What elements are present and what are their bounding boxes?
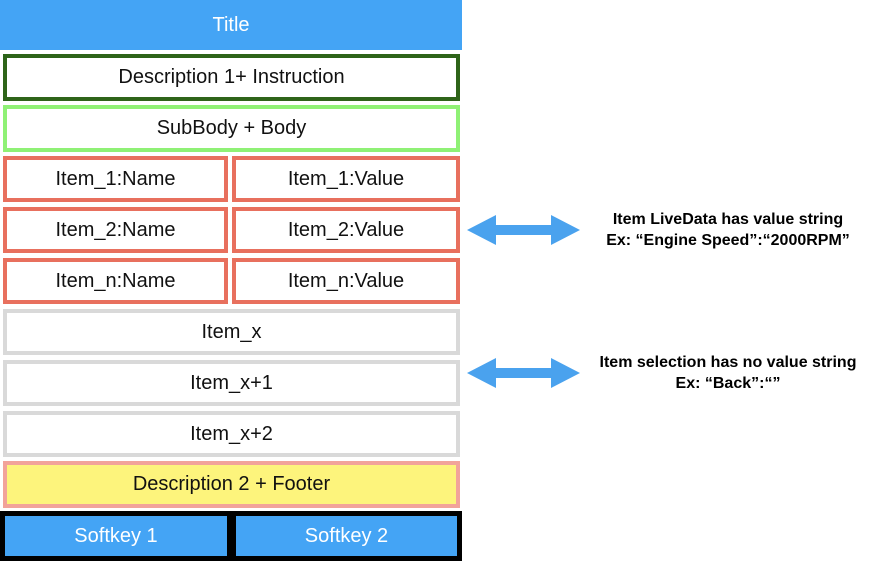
title-bar: Title <box>0 0 462 50</box>
description-instruction: Description 1+ Instruction <box>3 54 460 101</box>
item-x-plus-1[interactable]: Item_x+1 <box>3 360 460 406</box>
subbody-body: SubBody + Body <box>3 105 460 152</box>
item-1-name[interactable]: Item_1:Name <box>3 156 228 202</box>
livedata-annotation: Item LiveData has value string Ex: “Engi… <box>578 209 878 251</box>
item-x-plus-2[interactable]: Item_x+2 <box>3 411 460 457</box>
double-arrow-icon <box>467 215 580 245</box>
item-x[interactable]: Item_x <box>3 309 460 355</box>
item-n-value[interactable]: Item_n:Value <box>232 258 460 304</box>
livedata-annotation-line2: Ex: “Engine Speed”:“2000RPM” <box>606 232 850 249</box>
softkey-bar: Softkey 1 Softkey 2 <box>0 511 462 561</box>
double-arrow-icon <box>467 358 580 388</box>
selection-annotation-line2: Ex: “Back”:“” <box>675 375 781 392</box>
selection-annotation: Item selection has no value string Ex: “… <box>578 352 878 394</box>
softkey-2-button[interactable]: Softkey 2 <box>236 516 457 556</box>
item-2-name[interactable]: Item_2:Name <box>3 207 228 253</box>
description-footer: Description 2 + Footer <box>3 461 460 508</box>
livedata-annotation-line1: Item LiveData has value string <box>612 211 844 228</box>
selection-annotation-line1: Item selection has no value string <box>599 354 857 371</box>
softkey-1-button[interactable]: Softkey 1 <box>5 516 227 556</box>
item-1-value[interactable]: Item_1:Value <box>232 156 460 202</box>
item-2-value[interactable]: Item_2:Value <box>232 207 460 253</box>
item-n-name[interactable]: Item_n:Name <box>3 258 228 304</box>
